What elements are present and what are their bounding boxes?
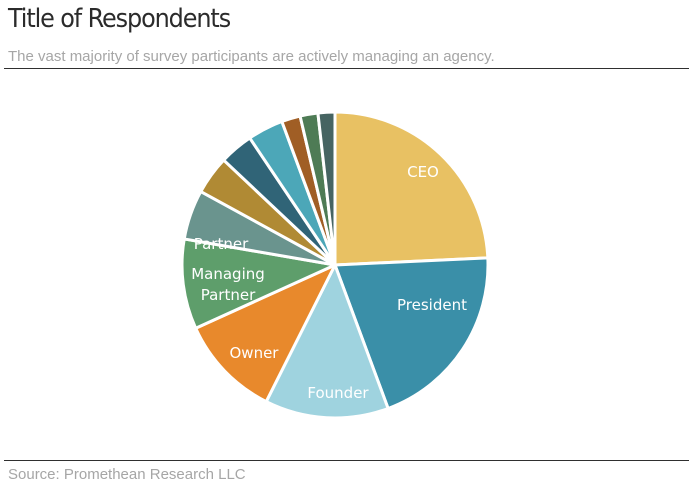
chart-subtitle: The vast majority of survey participants… (8, 48, 495, 65)
pie-labels: CEO President Founder Owner Managing Partner P… (191, 163, 467, 402)
pie-slice-owner (194, 263, 337, 404)
slice-label-managing-partner: Managing Partner (191, 265, 265, 304)
chart-title: Title of Respondents (8, 4, 231, 34)
bottom-divider (4, 460, 689, 461)
slice-label-founder: Founder (307, 384, 369, 402)
source-note: Source: Promethean Research LLC (8, 466, 246, 483)
pie-slice-president (333, 256, 490, 410)
pie-slice-segment-12 (316, 110, 337, 267)
slice-label-ceo: CEO (407, 163, 439, 181)
pie-slice-founder (264, 263, 390, 420)
pie-slices (180, 110, 490, 420)
pie-slice-managing-partner (180, 237, 337, 330)
top-divider (4, 68, 689, 69)
pie-slice-ceo (333, 110, 490, 267)
slice-label-president: President (397, 296, 467, 314)
slice-label-partner: Partner (194, 235, 249, 253)
slice-label-owner: Owner (230, 344, 280, 362)
